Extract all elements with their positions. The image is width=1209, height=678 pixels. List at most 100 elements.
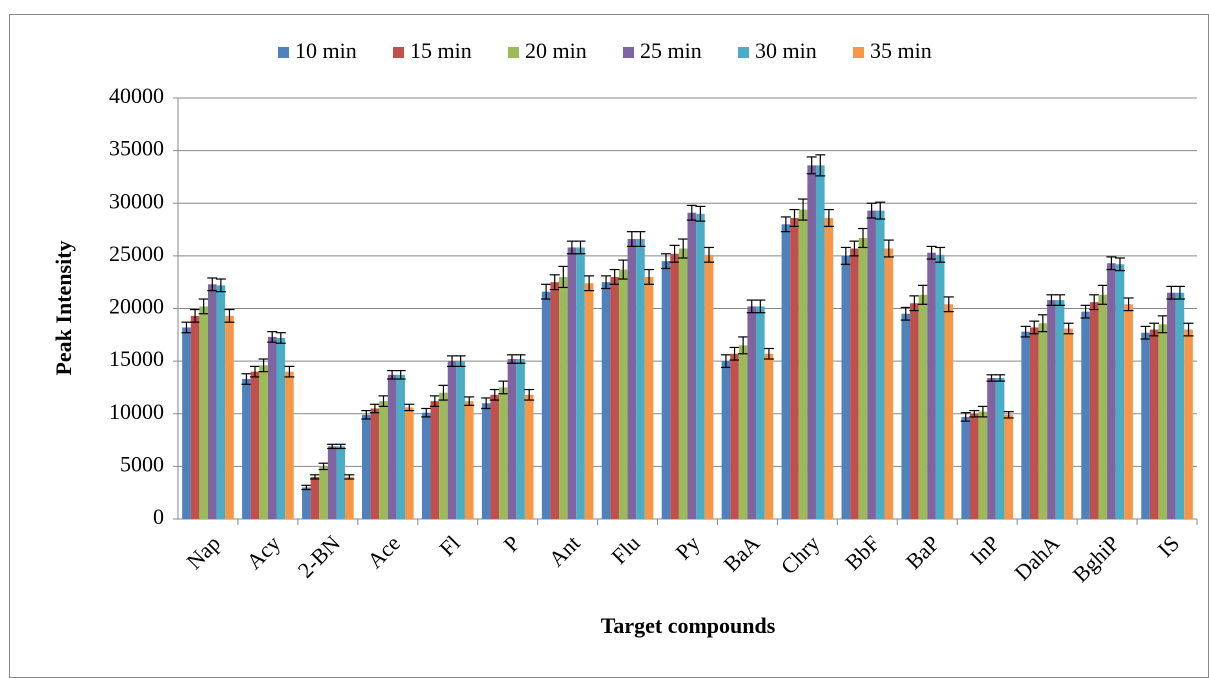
- x-tick-label: Py: [670, 530, 704, 564]
- bar: [764, 353, 774, 519]
- bar: [661, 261, 671, 519]
- bar: [687, 212, 697, 519]
- bar: [747, 306, 757, 519]
- bar: [447, 361, 457, 519]
- bar: [576, 247, 585, 519]
- x-axis-title: Target compounds: [601, 613, 776, 638]
- legend-label: 10 min: [295, 38, 357, 63]
- bar: [1141, 332, 1150, 519]
- y-tick-label: 20000: [109, 294, 164, 319]
- y-tick-label: 40000: [109, 83, 164, 108]
- bar: [627, 239, 637, 519]
- bar: [207, 284, 217, 519]
- bar: [995, 377, 1005, 519]
- bar: [1004, 414, 1014, 519]
- bar: [319, 466, 328, 519]
- bar: [670, 253, 679, 519]
- bar: [250, 371, 260, 519]
- bar: [1124, 304, 1133, 519]
- x-tick-label: Ace: [362, 530, 405, 573]
- bar: [918, 294, 928, 519]
- x-tick-label: Chry: [776, 530, 825, 579]
- bar: [464, 401, 474, 519]
- bar: [456, 361, 465, 519]
- x-tick-label: BbF: [840, 530, 884, 574]
- bar: [507, 359, 517, 519]
- bar: [541, 291, 551, 519]
- y-tick-label: 15000: [109, 346, 164, 371]
- bar: [396, 374, 405, 519]
- bar: [970, 413, 979, 519]
- bar: [875, 210, 885, 519]
- bar: [242, 379, 251, 519]
- bar: [858, 237, 868, 520]
- bar: [1047, 300, 1056, 519]
- bar: [379, 401, 388, 519]
- legend-swatch: [623, 47, 634, 58]
- bar: [404, 407, 414, 519]
- bar: [756, 306, 765, 519]
- bar: [1175, 292, 1185, 519]
- bar: [190, 315, 200, 519]
- bar: [421, 412, 431, 519]
- bar: [559, 276, 568, 519]
- x-tick-label: Fl: [434, 530, 465, 561]
- legend-label: 30 min: [755, 38, 817, 63]
- bar: [978, 411, 988, 519]
- bar: [1089, 302, 1099, 519]
- legend-swatch: [393, 47, 404, 58]
- x-tick-label: Nap: [181, 530, 225, 574]
- legend-swatch: [278, 47, 289, 58]
- bar: [310, 476, 320, 519]
- bar: [927, 252, 936, 519]
- bar: [815, 165, 825, 520]
- y-axis-title: Peak Intensity: [51, 240, 76, 375]
- y-tick-label: 35000: [109, 136, 164, 161]
- bar: [910, 303, 919, 519]
- bar: [584, 283, 594, 519]
- bar: [267, 336, 277, 519]
- bar: [935, 254, 945, 519]
- bar: [1107, 263, 1116, 519]
- bar: [610, 276, 619, 519]
- bar: [1167, 292, 1176, 519]
- legend-label: 25 min: [640, 38, 702, 63]
- bar: [490, 394, 500, 519]
- bar: [824, 217, 834, 520]
- bar: [361, 414, 371, 519]
- bar: [1149, 329, 1159, 519]
- x-tick-label: IS: [1153, 530, 1185, 562]
- bar: [387, 374, 397, 519]
- bar: [1158, 324, 1168, 519]
- bar: [327, 446, 337, 519]
- bar: [798, 209, 808, 519]
- bar: [370, 408, 380, 519]
- bar: [1064, 328, 1073, 519]
- bar: [1184, 329, 1193, 519]
- bar: [285, 371, 294, 519]
- bar: [850, 248, 859, 519]
- bar: [336, 446, 346, 519]
- bar: [961, 416, 971, 519]
- bar: [987, 377, 996, 519]
- bar: [601, 282, 611, 519]
- x-tick-label: BaA: [718, 530, 764, 576]
- bar: [302, 487, 311, 519]
- legend-label: 15 min: [410, 38, 472, 63]
- bar: [730, 353, 739, 519]
- x-tick-label: BghiP: [1068, 530, 1125, 587]
- bar: [1115, 264, 1125, 519]
- bar: [1098, 294, 1108, 519]
- legend-swatch: [853, 47, 864, 58]
- x-tick-label: Ant: [544, 530, 585, 571]
- bar: [182, 327, 191, 519]
- bar: [644, 276, 654, 519]
- bar: [901, 313, 911, 519]
- bar: [721, 361, 731, 519]
- bar: [259, 365, 268, 519]
- bar: [704, 254, 714, 519]
- y-tick-label: 10000: [109, 399, 164, 424]
- bar: [1055, 300, 1065, 519]
- bar: [944, 304, 954, 519]
- x-tick-label: BaP: [901, 530, 945, 574]
